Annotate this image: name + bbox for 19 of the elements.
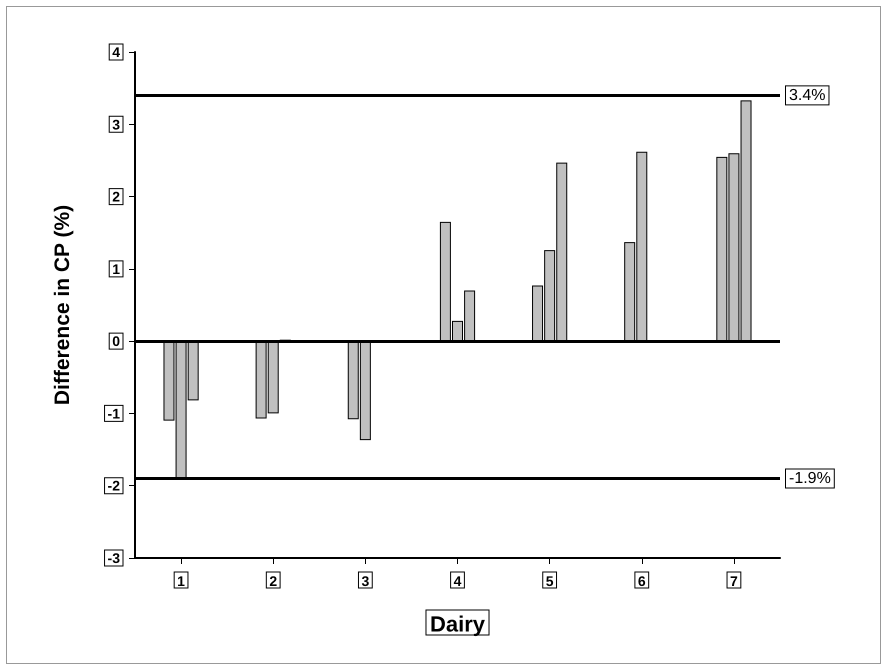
y-tick-label: -2: [108, 478, 120, 494]
y-tick-label: 1: [112, 260, 120, 277]
x-tick-label: 6: [638, 573, 646, 589]
x-tick-label: 1: [177, 573, 186, 589]
y-tick-label: -3: [108, 550, 120, 566]
y-axis-title: Difference in CP (%): [51, 204, 74, 406]
y-tick-label: 4: [112, 44, 120, 60]
x-tick-label: 2: [269, 573, 278, 589]
x-tick-label: 5: [546, 573, 554, 589]
y-tick-label: -1: [108, 405, 120, 422]
x-tick-label: 3: [361, 573, 370, 589]
y-tick-label: 2: [112, 188, 120, 205]
x-tick-label: 7: [730, 573, 738, 589]
y-tick-label: 3: [112, 116, 120, 132]
x-axis-title: Dairy: [430, 612, 486, 636]
y-tick-label: 0: [112, 333, 120, 350]
ref-line-label: 3.4%: [789, 86, 826, 104]
x-tick-label: 4: [454, 573, 462, 589]
ref-line-label: -1.9%: [789, 470, 831, 487]
